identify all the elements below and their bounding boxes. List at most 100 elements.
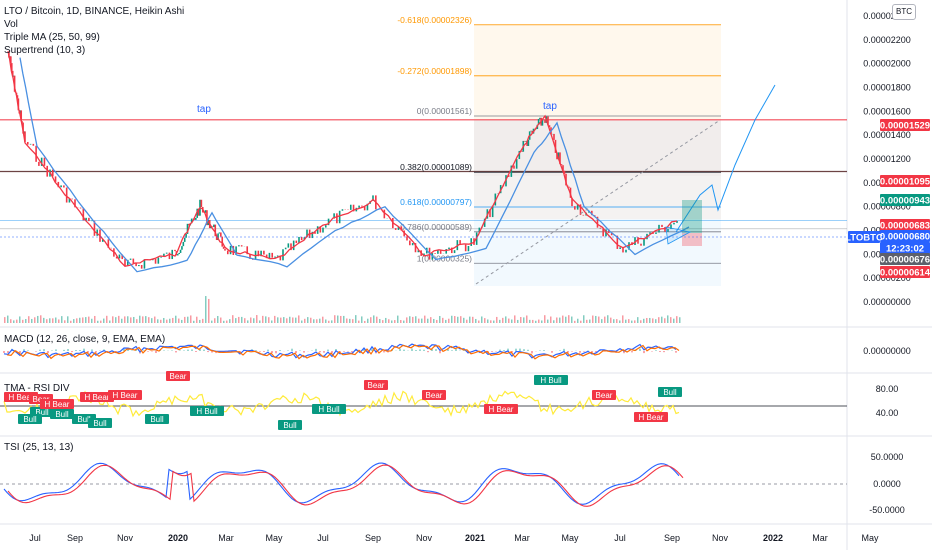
price-tick-label: 0.00000200	[863, 273, 911, 283]
price-badge-label: 0.00000680	[880, 232, 930, 243]
volume-bar	[232, 315, 234, 323]
volume-bar	[34, 317, 36, 323]
volume-bar	[607, 315, 609, 323]
time-axis-label: 2020	[168, 533, 188, 543]
tsi-pane[interactable]: 50.0000 0.0000 -50.0000	[0, 452, 905, 515]
volume-bar	[25, 319, 27, 323]
volume-bar	[220, 317, 222, 323]
volume-bar	[616, 319, 618, 323]
volume-bar	[109, 320, 111, 323]
tsi-legend[interactable]: TSI (25, 13, 13)	[4, 442, 74, 453]
volume-bar	[103, 318, 105, 323]
volume-bar	[529, 319, 531, 323]
symbol-title[interactable]: LTO / Bitcoin, 1D, BINANCE, Heikin Ashi	[4, 6, 185, 17]
rsi-tick-label: 80.00	[876, 384, 899, 394]
legend-supertrend[interactable]: Supertrend (10, 3)	[4, 45, 86, 56]
volume-bar	[400, 320, 402, 323]
volume-bar	[337, 315, 339, 323]
annotation-tap-1[interactable]: tap	[197, 104, 211, 115]
volume-bar	[544, 315, 546, 323]
volume-bar	[577, 318, 579, 323]
projection-path[interactable]	[675, 84, 776, 233]
volume-bar	[313, 319, 315, 323]
volume-bar	[223, 320, 225, 323]
fibonacci-retracement[interactable]	[474, 26, 721, 286]
volume-bar	[145, 316, 147, 323]
time-axis-label: Jul	[29, 533, 41, 543]
volume-bar	[565, 316, 567, 323]
time-axis-label: Mar	[812, 533, 828, 543]
macd-pane[interactable]: 0.00000000	[3, 343, 911, 360]
volume-bar	[79, 317, 81, 323]
volume-bar	[304, 318, 306, 323]
price-badge	[880, 175, 930, 187]
volume-bar	[202, 318, 204, 323]
time-axis[interactable]: Jul Sep Nov 2020 Mar May Jul Sep Nov 2021 Mar May Ju…	[29, 533, 879, 543]
price-badge	[880, 253, 930, 265]
price-tick-label: 0.00002400	[863, 11, 911, 21]
volume-bar	[373, 315, 375, 323]
symbol-badge-label: LTOBTC	[845, 233, 883, 244]
volume-bar	[31, 318, 33, 323]
volume-bar	[523, 317, 525, 323]
volume-bar	[46, 319, 48, 323]
tsi-tick-label: -50.0000	[869, 505, 905, 515]
volume-bar	[355, 315, 357, 323]
volume-bar	[187, 316, 189, 323]
volume-bar	[661, 316, 663, 323]
long-position-box[interactable]	[682, 200, 702, 233]
price-badge-label: 0.00000614	[880, 268, 931, 279]
fib-level-label: -0.272(0.00001898)	[397, 66, 472, 76]
price-tick-label: 0.00000800	[863, 202, 911, 212]
rsi-signal-label: Bull	[35, 408, 49, 417]
price-badge-label: 0.00001529	[880, 121, 930, 132]
volume-bar	[22, 319, 24, 323]
volume-bar	[121, 318, 123, 323]
annotation-tap-2[interactable]: tap	[543, 101, 557, 112]
volume-bar	[367, 318, 369, 323]
price-tick-label: 0.00002200	[863, 35, 911, 45]
volume-bar	[526, 315, 528, 323]
volume-bar	[19, 316, 21, 323]
volume-bar	[235, 318, 237, 323]
price-tick-label: 0.00001800	[863, 83, 911, 93]
volume-bar	[382, 320, 384, 323]
legend-triple-ma[interactable]: Triple MA (25, 50, 99)	[4, 32, 100, 43]
volume-bar	[664, 318, 666, 323]
time-axis-label: Nov	[712, 533, 729, 543]
rsi-signal	[364, 380, 388, 390]
volume-bar	[466, 319, 468, 323]
volume-bar	[82, 317, 84, 323]
fib-level-label: 0.382(0.00001089)	[400, 162, 472, 172]
legend-volume[interactable]: Vol	[4, 19, 18, 30]
volume-bar	[229, 319, 231, 323]
volume-bar	[532, 319, 534, 323]
rsi-signal	[18, 414, 42, 424]
rsi-signal	[166, 371, 190, 381]
triangle-pattern[interactable]	[665, 226, 692, 245]
volume-bar	[601, 319, 603, 323]
volume-bar	[217, 315, 219, 323]
rsi-legend[interactable]: TMA - RSI DIV	[4, 383, 70, 394]
volume-bar	[253, 318, 255, 323]
volume-bar	[679, 317, 681, 323]
volume-bar	[550, 316, 552, 323]
volume-bar	[259, 320, 261, 323]
volume-bar	[316, 319, 318, 323]
volume-bar	[196, 316, 198, 323]
currency-button[interactable]: BTC	[892, 4, 916, 20]
trend-line-dashed[interactable]	[475, 119, 721, 285]
volume-bar	[346, 318, 348, 323]
rsi-signal	[108, 390, 142, 400]
time-axis-label: May	[561, 533, 579, 543]
volume-bar	[493, 320, 495, 323]
volume-bar	[430, 317, 432, 323]
macd-legend[interactable]: MACD (12, 26, close, 9, EMA, EMA)	[4, 334, 166, 345]
short-position-box[interactable]	[682, 233, 702, 246]
volume-bar	[193, 320, 195, 323]
volume-bar	[412, 316, 414, 323]
volume-bar	[670, 317, 672, 323]
volume-bar	[508, 318, 510, 323]
